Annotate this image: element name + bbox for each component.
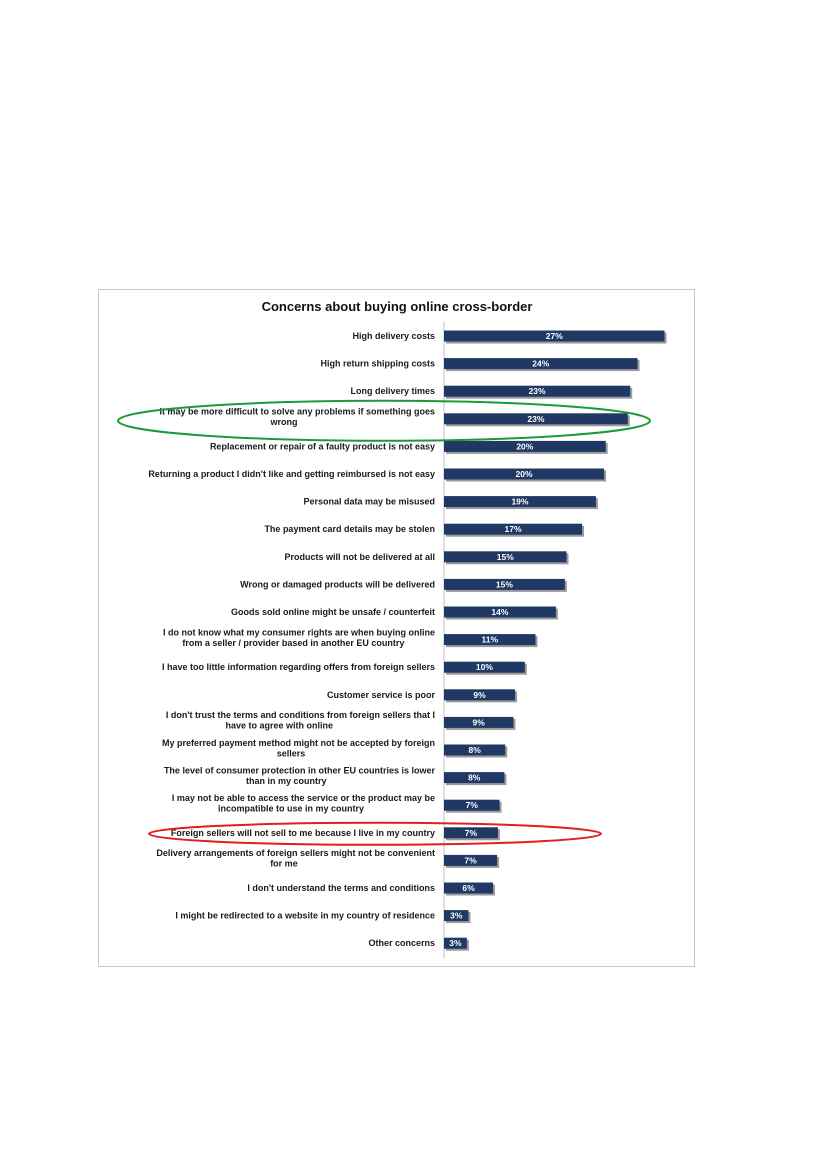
data-label: 15% [496, 579, 513, 589]
data-label: 8% [468, 745, 481, 755]
chart-frame: Concerns about buying online cross-borde… [98, 289, 695, 967]
bar-chart: Concerns about buying online cross-borde… [117, 299, 667, 958]
category-label: I don't understand the terms and conditi… [247, 883, 435, 893]
category-label: incompatible to use in my country [218, 804, 364, 814]
bar [444, 413, 628, 425]
data-label: 9% [473, 690, 486, 700]
data-label: 15% [497, 552, 514, 562]
data-label: 23% [529, 386, 546, 396]
bar [444, 578, 565, 590]
bar [444, 689, 516, 701]
category-label: High delivery costs [352, 331, 435, 341]
category-label: I might be redirected to a website in my… [175, 911, 435, 921]
bar [444, 606, 556, 618]
category-label: High return shipping costs [320, 359, 435, 369]
category-label: I do not know what my consumer rights ar… [163, 627, 435, 637]
category-label: My preferred payment method might not be… [162, 738, 435, 748]
category-label: than in my country [246, 776, 327, 786]
bar [444, 385, 631, 397]
bar [444, 910, 469, 922]
category-label: The payment card details may be stolen [264, 524, 435, 534]
data-label: 19% [511, 497, 528, 507]
category-label: for me [270, 859, 298, 869]
data-label: 7% [465, 828, 478, 838]
bar [444, 716, 514, 728]
data-label: 27% [546, 331, 563, 341]
data-label: 10% [476, 662, 493, 672]
data-label: 3% [449, 938, 462, 948]
bar [444, 551, 567, 563]
category-label: Delivery arrangements of foreign sellers… [156, 848, 435, 858]
data-label: 20% [516, 441, 533, 451]
category-label: sellers [277, 748, 306, 758]
bar [444, 827, 498, 839]
data-label: 17% [505, 524, 522, 534]
category-label: have to agree with online [225, 721, 333, 731]
highlight-ellipse-green [117, 399, 651, 442]
data-label: 11% [481, 635, 498, 645]
bar [444, 496, 596, 508]
data-label: 9% [473, 717, 486, 727]
category-label: Personal data may be misused [303, 497, 435, 507]
category-label: Customer service is poor [327, 690, 436, 700]
bar [444, 799, 500, 811]
bar [444, 882, 493, 894]
bar [444, 634, 536, 646]
bar [444, 744, 506, 756]
bar [444, 772, 505, 784]
category-label: Other concerns [368, 938, 435, 948]
category-label: The level of consumer protection in othe… [164, 765, 436, 775]
category-label: I don't trust the terms and conditions f… [166, 710, 435, 720]
highlight-ellipse-red [148, 821, 602, 846]
data-label: 7% [464, 855, 477, 865]
category-label: from a seller / provider based in anothe… [182, 638, 404, 648]
data-label: 20% [516, 469, 533, 479]
category-label: I have too little information regarding … [162, 662, 435, 672]
category-label: Goods sold online might be unsafe / coun… [231, 607, 435, 617]
category-label: It may be more difficult to solve any pr… [159, 407, 435, 417]
category-label: Replacement or repair of a faulty produc… [210, 441, 435, 451]
bar [444, 661, 525, 673]
category-label: I may not be able to access the service … [172, 793, 435, 803]
data-label: 8% [468, 773, 481, 783]
data-label: 23% [527, 414, 544, 424]
data-label: 6% [462, 883, 475, 893]
bar [444, 937, 467, 949]
data-label: 7% [466, 800, 479, 810]
bar [444, 854, 498, 866]
bar [444, 358, 638, 370]
bar [444, 440, 606, 452]
bar [444, 468, 605, 480]
category-label: Foreign sellers will not sell to me beca… [171, 828, 435, 838]
category-label: Returning a product I didn't like and ge… [148, 469, 435, 479]
data-label: 24% [532, 359, 549, 369]
category-label: Products will not be delivered at all [284, 552, 435, 562]
category-label: Wrong or damaged products will be delive… [240, 579, 435, 589]
bar [444, 523, 583, 535]
category-label: Long delivery times [350, 386, 435, 396]
data-label: 14% [491, 607, 508, 617]
category-label: wrong [269, 417, 297, 427]
bar [444, 330, 665, 342]
chart-title: Concerns about buying online cross-borde… [262, 299, 533, 314]
data-label: 3% [450, 911, 463, 921]
